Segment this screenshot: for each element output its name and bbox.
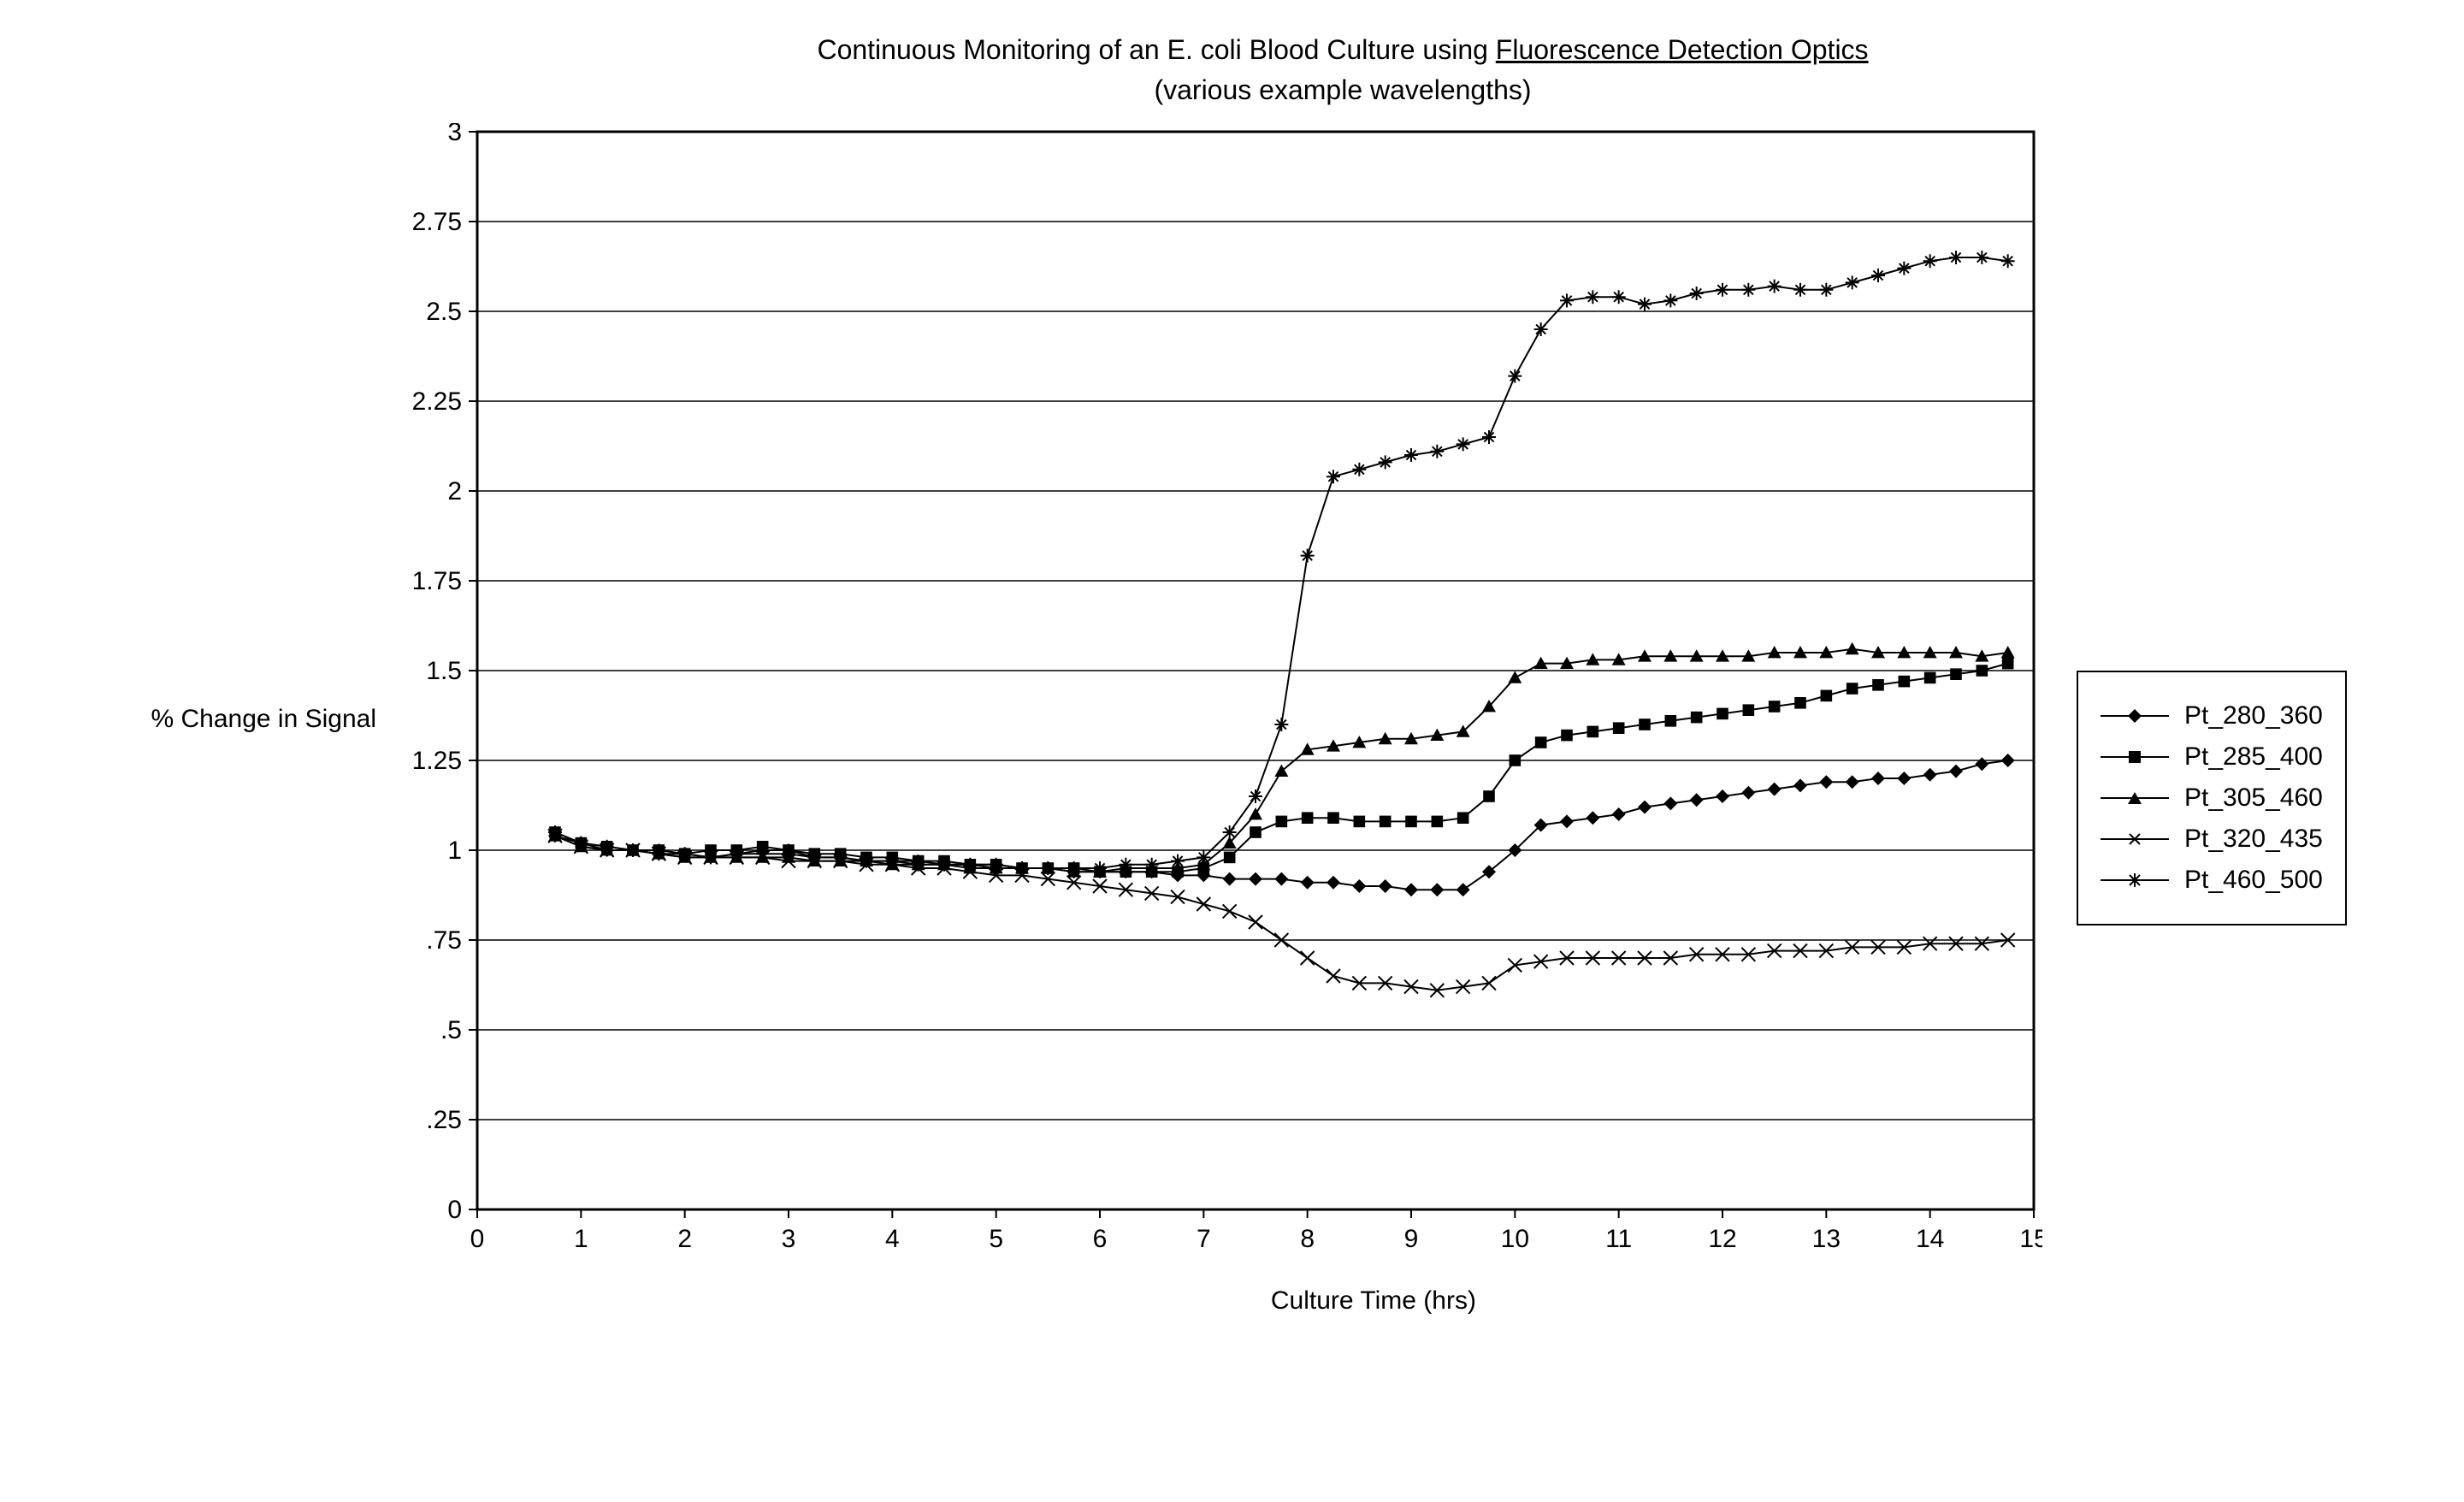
svg-text:2.25: 2.25 [412,387,462,416]
svg-text:5: 5 [989,1225,1003,1253]
title-underlined-text: Fluorescence Detection Optics [1496,34,1869,65]
svg-text:1.5: 1.5 [426,657,462,685]
triangle-icon [2127,791,2142,805]
legend-item: Pt_460_500 [2101,866,2323,895]
svg-text:.5: .5 [440,1016,462,1044]
svg-text:6: 6 [1093,1225,1108,1253]
title-main-text: Continuous Monitoring of an E. coli Bloo… [817,34,1495,65]
svg-text:13: 13 [1812,1225,1841,1253]
svg-text:14: 14 [1916,1225,1944,1253]
asterisk-icon [2127,872,2142,888]
svg-text:8: 8 [1300,1225,1315,1253]
legend-item: Pt_320_435 [2101,825,2323,854]
svg-text:15: 15 [2019,1225,2042,1253]
svg-text:2.75: 2.75 [412,208,462,236]
svg-text:2.5: 2.5 [426,298,462,326]
legend-label: Pt_305_460 [2184,784,2323,813]
legend-item: Pt_280_360 [2101,701,2323,730]
svg-text:2: 2 [677,1225,692,1253]
svg-text:9: 9 [1404,1225,1419,1253]
chart-subtitle: (various example wavelengths) [257,74,2429,106]
svg-text:10: 10 [1501,1225,1529,1253]
svg-text:12: 12 [1708,1225,1736,1253]
plot-row: 0.25.5.7511.251.51.7522.252.52.753012345… [400,123,2347,1269]
legend-item: Pt_305_460 [2101,784,2323,813]
legend-label: Pt_280_360 [2184,701,2323,730]
legend-marker-line [2101,838,2169,840]
legend-label: Pt_285_400 [2184,742,2323,772]
svg-text:1.75: 1.75 [412,567,462,595]
plot-column: 0.25.5.7511.251.51.7522.252.52.753012345… [400,123,2347,1316]
svg-text:.25: .25 [426,1106,462,1134]
plot-area: 0.25.5.7511.251.51.7522.252.52.753012345… [400,123,2042,1269]
legend-marker-line [2101,756,2169,758]
svg-text:3: 3 [782,1225,796,1253]
svg-text:7: 7 [1197,1225,1211,1253]
svg-text:1.25: 1.25 [412,747,462,775]
svg-text:1: 1 [574,1225,588,1253]
legend-marker-line [2101,715,2169,717]
x-icon [2128,832,2142,846]
chart-body: % Change in Signal 0 .25 .5 .75 1 1.25 1.5 1.75… [34,123,2429,1316]
svg-text:0: 0 [470,1225,485,1253]
diamond-icon [2127,708,2142,724]
legend-marker-line [2101,797,2169,799]
svg-text:11: 11 [1605,1225,1632,1253]
svg-text:1: 1 [447,837,462,865]
square-icon [2128,750,2142,764]
chart-title: Continuous Monitoring of an E. coli Bloo… [257,34,2429,66]
svg-text:3: 3 [447,123,462,146]
svg-text:.75: .75 [426,926,462,955]
svg-text:0: 0 [447,1196,462,1224]
legend-label: Pt_460_500 [2184,866,2323,895]
title-block: Continuous Monitoring of an E. coli Bloo… [257,34,2429,106]
svg-text:4: 4 [885,1225,900,1253]
chart-container: Continuous Monitoring of an E. coli Bloo… [34,34,2429,1316]
legend-marker-line [2101,879,2169,881]
x-axis-label: Culture Time (hrs) [1271,1286,1476,1316]
y-axis-label: % Change in Signal [34,705,400,734]
legend: Pt_280_360 Pt_285_400 Pt_305_460 Pt_320_… [2077,671,2347,925]
legend-item: Pt_285_400 [2101,742,2323,772]
svg-text:2: 2 [447,477,462,506]
legend-label: Pt_320_435 [2184,825,2323,854]
